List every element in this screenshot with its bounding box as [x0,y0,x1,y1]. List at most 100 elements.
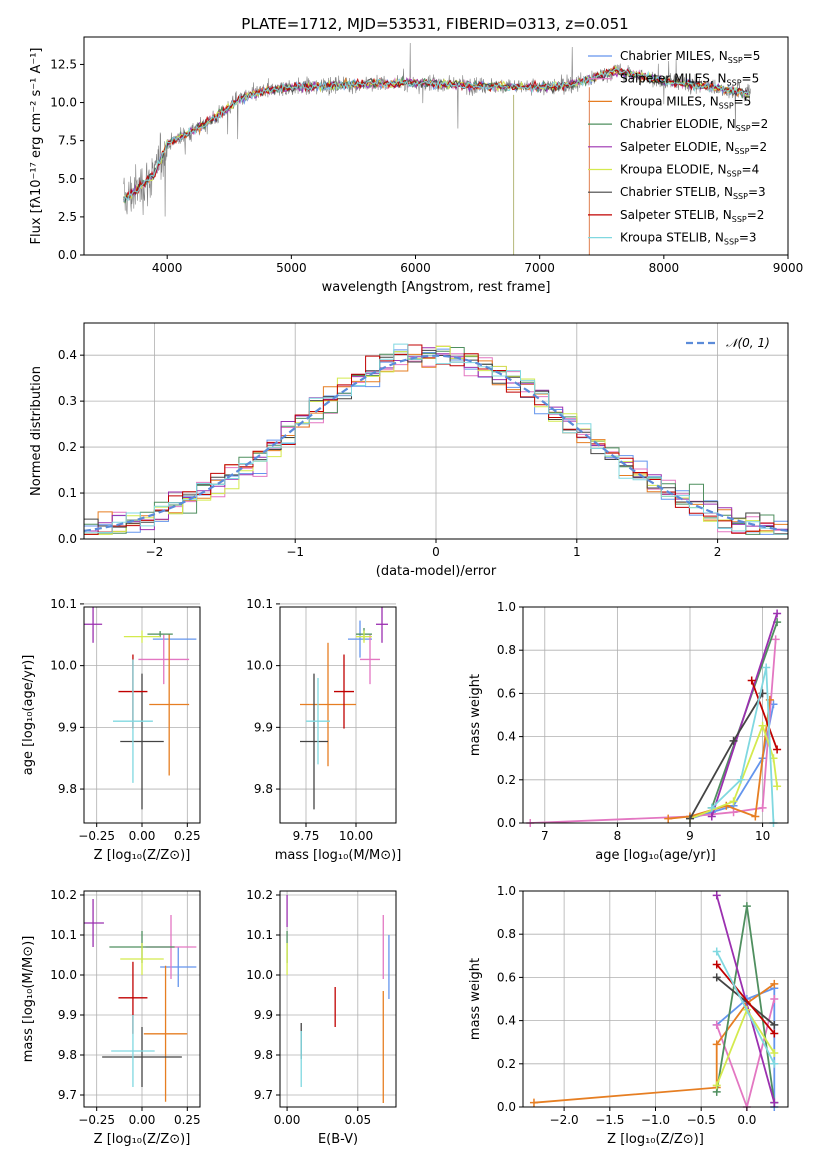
mass-weight-line [710,613,778,817]
y-tick-label: 10.0 [50,968,77,982]
y-axis-label: Normed distribution [29,366,44,496]
x-tick-label: 5000 [276,261,307,275]
legend-nssp-eq: = [749,140,759,154]
x-axis-label: Z [log₁₀(Z/Z⊙)] [94,848,191,863]
legend-nssp-prefix: , N [707,231,724,245]
x-tick-label: 9000 [773,261,804,275]
axes-weight-vs-age: 7 8 9 10 0.0 0.2 0.4 0.6 0.8 1.0 age [log₁₀(age/yr… [468,600,789,863]
legend-entry: Salpeter ELODIE, NSSP=2 [620,140,767,156]
x-axis-label: mass [log₁₀(M/M⊙)] [275,848,402,863]
x-tick-label: −2.0 [550,1113,579,1127]
residual-histogram-step [84,343,788,535]
x-tick-label: 8 [614,829,622,843]
x-tick-label: 7000 [524,261,555,275]
mass-weight-marker [770,1098,779,1107]
legend-entry: Salpeter MILES, NSSP=5 [620,72,759,88]
y-tick-label: 9.8 [58,1048,77,1062]
y-tick-label: 10.1 [246,928,273,942]
y-tick-label: 9.9 [58,1008,77,1022]
mass-weight-marker [770,979,779,988]
legend-nssp-value: 5 [753,49,761,63]
legend-model-name: Kroupa STELIB [620,231,707,245]
y-tick-label: 5.0 [58,172,77,186]
y-tick-label: 0.6 [497,970,516,984]
mass-weight-marker [770,1049,779,1057]
y-axis-label: mass weight [468,674,483,756]
x-axis-label: Z [log₁₀(Z/Z⊙)] [94,1132,191,1147]
x-tick-label: 0.0 [737,1113,756,1127]
mass-weight-marker [712,947,721,956]
legend-nssp-prefix: , N [715,208,732,222]
y-tick-label: 9.8 [58,782,77,796]
legend-entry: Chabrier ELODIE, NSSP=2 [620,117,768,133]
legend-nssp-value: 2 [761,117,769,131]
figure-title: PLATE=1712, MJD=53531, FIBERID=0313, z=0… [241,15,628,33]
legend-nssp-sub: SSP [734,147,749,156]
axes-frame [83,36,789,256]
y-tick-label: 9.9 [254,1008,273,1022]
mass-weight-marker [685,814,694,823]
mass-weight-marker [773,782,782,791]
y-tick-label: 12.5 [50,57,77,71]
legend-nssp-eq: = [751,117,761,131]
x-tick-label: 0.00 [129,829,156,843]
x-tick-label: 9.75 [293,829,320,843]
y-tick-label: 0.0 [497,1100,516,1114]
legend-nssp-value: 5 [752,72,760,86]
y-tick-label: 0.8 [497,643,516,657]
axes-spectrum: 4000 5000 6000 7000 8000 9000 0.0 2.5 5.0 7.5 10.0… [29,36,804,295]
x-tick-label: 10 [755,829,770,843]
axes-weight-vs-Z: −2.0 −1.5 −1.0 −0.5 0.0 0.0 0.2 0.4 0.6 0.8 1.0 Z [… [468,884,789,1147]
legend-nssp-value: 5 [744,94,752,108]
y-tick-label: 0.8 [497,927,516,941]
mass-weight-marker [770,1059,779,1068]
x-tick-label: 9 [686,829,694,843]
y-tick-label: 0.0 [497,816,516,830]
y-tick-label: 0.2 [58,440,77,454]
x-tick-label: 0 [432,545,440,559]
mass-weight-marker [529,1098,538,1107]
legend-entry: 𝒩(0, 1) [726,336,770,350]
legend-nssp-sub: SSP [719,101,734,110]
mass-weight-marker [712,1040,721,1049]
legend-model-name: Chabrier STELIB [620,185,716,199]
legend-nssp-value: 2 [757,208,765,222]
mass-weight-line [715,951,776,1065]
legend-model-name: Kroupa MILES [620,94,702,108]
legend-model-name: Salpeter STELIB [620,208,715,222]
legend-nssp-eq: = [734,94,744,108]
mass-weight-marker [729,797,738,806]
legend-nssp-prefix: , N [702,94,719,108]
x-tick-label: 1 [573,545,581,559]
legend-nssp-prefix: , N [710,72,727,86]
mass-weight-line [711,667,775,823]
mass-weight-marker [770,995,779,1003]
axes-mass-vs-EBV: 0.00 0.05 9.7 9.8 9.9 10.0 10.1 10.2 E(B-V) [246,888,397,1147]
axes-frame [279,890,397,1108]
mass-weight-marker [736,775,745,784]
mass-weight-marker [707,803,716,812]
x-tick-label: 2 [714,545,722,559]
legend-nssp-sub: SSP [736,124,751,133]
legend-nssp-value: 3 [749,231,757,245]
y-axis-label: age [log₁₀(age/yr)] [21,655,36,776]
mass-weight-line [716,963,775,1035]
legend-nssp-eq: = [742,72,752,86]
legend-nssp-prefix: , N [711,49,728,63]
y-tick-label: 10.0 [50,659,77,673]
spectrum-model-line [123,65,750,202]
normal-distribution-curve [84,354,788,532]
mass-weight-marker [712,960,721,969]
y-tick-label: 10.0 [50,96,77,110]
x-tick-label: −1.0 [641,1113,670,1127]
legend-nssp-sub: SSP [727,170,742,179]
legend-model-name: Salpeter ELODIE [620,140,718,154]
legend-nssp-prefix: , N [710,163,727,177]
legend-entry: Salpeter STELIB, NSSP=2 [620,208,764,224]
mass-weight-marker [712,973,721,982]
mass-weight-marker [729,808,738,817]
x-axis-label: wavelength [Angstrom, rest frame] [322,280,551,295]
y-tick-label: 0.6 [497,686,516,700]
